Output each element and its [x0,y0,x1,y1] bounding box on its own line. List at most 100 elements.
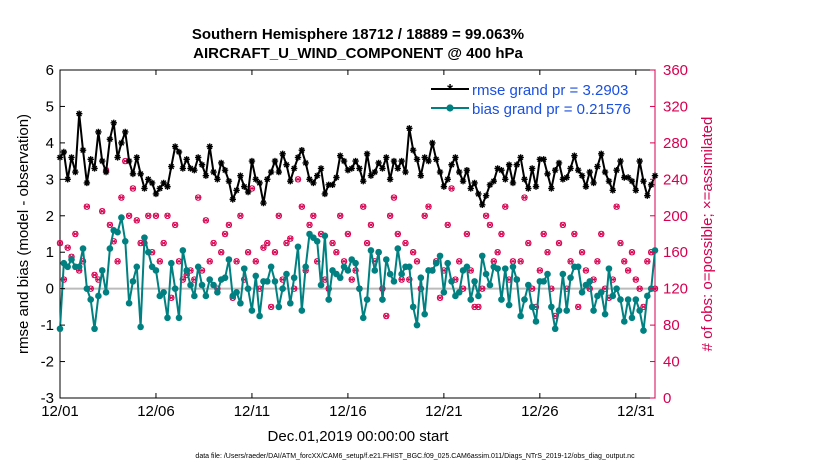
obs-assimilated-marker [479,285,486,292]
rmse-point [133,154,140,161]
obs-assimilated-marker [644,258,651,265]
bias-point [417,274,425,282]
obs-assimilated-marker [544,249,551,255]
obs-assimilated-marker [617,240,624,246]
rmse-point [95,128,102,136]
rmse-point [264,176,271,183]
rmse-point [183,156,190,163]
bias-point [498,296,505,303]
rmse-point [325,181,332,188]
obs-assimilated-marker [490,258,497,265]
y-tick-label: 0 [46,281,54,298]
rmse-point [413,156,421,163]
rmse-point [298,146,306,154]
bias-point [463,263,471,271]
obs-assimilated-marker [91,272,98,278]
rmse-point [540,156,547,163]
rmse-point [598,150,605,158]
rmse-point [498,167,505,174]
bias-point [321,232,329,240]
bias-point [106,245,114,252]
obs-assimilated-marker [57,240,63,246]
rmse-point [605,177,613,185]
bias-point [279,285,286,292]
bias-point [137,323,144,331]
bias-point [382,256,390,263]
x-tick-label: 12/01 [41,403,79,420]
rmse-point [398,157,405,165]
rmse-point [225,177,233,185]
rmse-point [160,179,167,187]
rmse-point [118,139,125,147]
bias-point [275,303,283,311]
bias-point [87,296,95,303]
bias-point [64,263,71,271]
bias-point [237,299,244,307]
bias-point [482,270,490,278]
obs-assimilated-marker [283,240,290,246]
obs-assimilated-marker [145,213,152,219]
bias-point [141,234,148,241]
rmse-point [371,168,378,176]
rmse-point [509,179,517,187]
bias-point [632,296,640,303]
obs-assimilated-marker [264,240,271,246]
y-tick-label: -2 [41,354,54,371]
obs-assimilated-marker [252,258,259,265]
rmse-point [444,176,451,183]
obs-assimilated-marker [398,276,405,283]
rmse-point [337,152,344,159]
bias-point [448,278,455,285]
bias-point [555,307,563,314]
rmse-point [229,196,236,203]
obs-assimilated-marker [582,267,589,274]
rmse-point [632,187,640,194]
bias-point [574,263,582,271]
bias-point [429,267,436,274]
obs-assimilated-marker [152,213,159,219]
rmse-point [202,172,210,179]
rmse-point [137,170,144,178]
obs-assimilated-marker [410,249,417,255]
bias-point [406,263,413,271]
rmse-point [72,168,79,176]
rmse-point [609,187,616,194]
rmse-point [75,110,83,117]
rmse-point [302,159,309,167]
rmse-point [448,161,455,168]
bias-point [467,296,475,303]
y2-tick-label: 360 [663,62,688,79]
rmse-point [271,157,279,165]
bias-point [644,292,651,300]
bias-point [471,278,478,285]
bias-point [613,285,620,292]
rmse-point [575,167,582,174]
bias-point [298,307,306,314]
rmse-point [68,154,75,161]
bias-point [164,314,171,322]
bias-point [501,265,509,272]
obs-assimilated-marker [306,222,313,228]
bias-point [359,314,367,322]
rmse-point [244,188,252,196]
bias-point [206,276,214,283]
obs-assimilated-marker [99,208,106,214]
x-axis-label: Dec.01,2019 00:00:00 start [268,428,450,445]
rmse-point [475,190,482,198]
obs-assimilated-marker [333,249,340,255]
rmse-point [321,190,329,198]
rmse-point [106,136,114,143]
legend-rmse-label: rmse grand pr = 3.2903 [472,82,628,99]
obs-assimilated-marker [387,213,394,219]
x-tick-label: 12/06 [137,403,175,420]
bias-point [394,245,402,252]
obs-assimilated-marker [421,213,428,219]
y2-tick-label: 240 [663,171,688,188]
rmse-point [517,154,524,161]
obs-assimilated-marker [210,240,217,246]
rmse-point [164,183,171,190]
y-tick-label: -1 [41,317,54,334]
bias-point [283,270,290,278]
x-tick-label: 12/16 [329,403,367,420]
y2-tick-label: 160 [663,244,688,261]
